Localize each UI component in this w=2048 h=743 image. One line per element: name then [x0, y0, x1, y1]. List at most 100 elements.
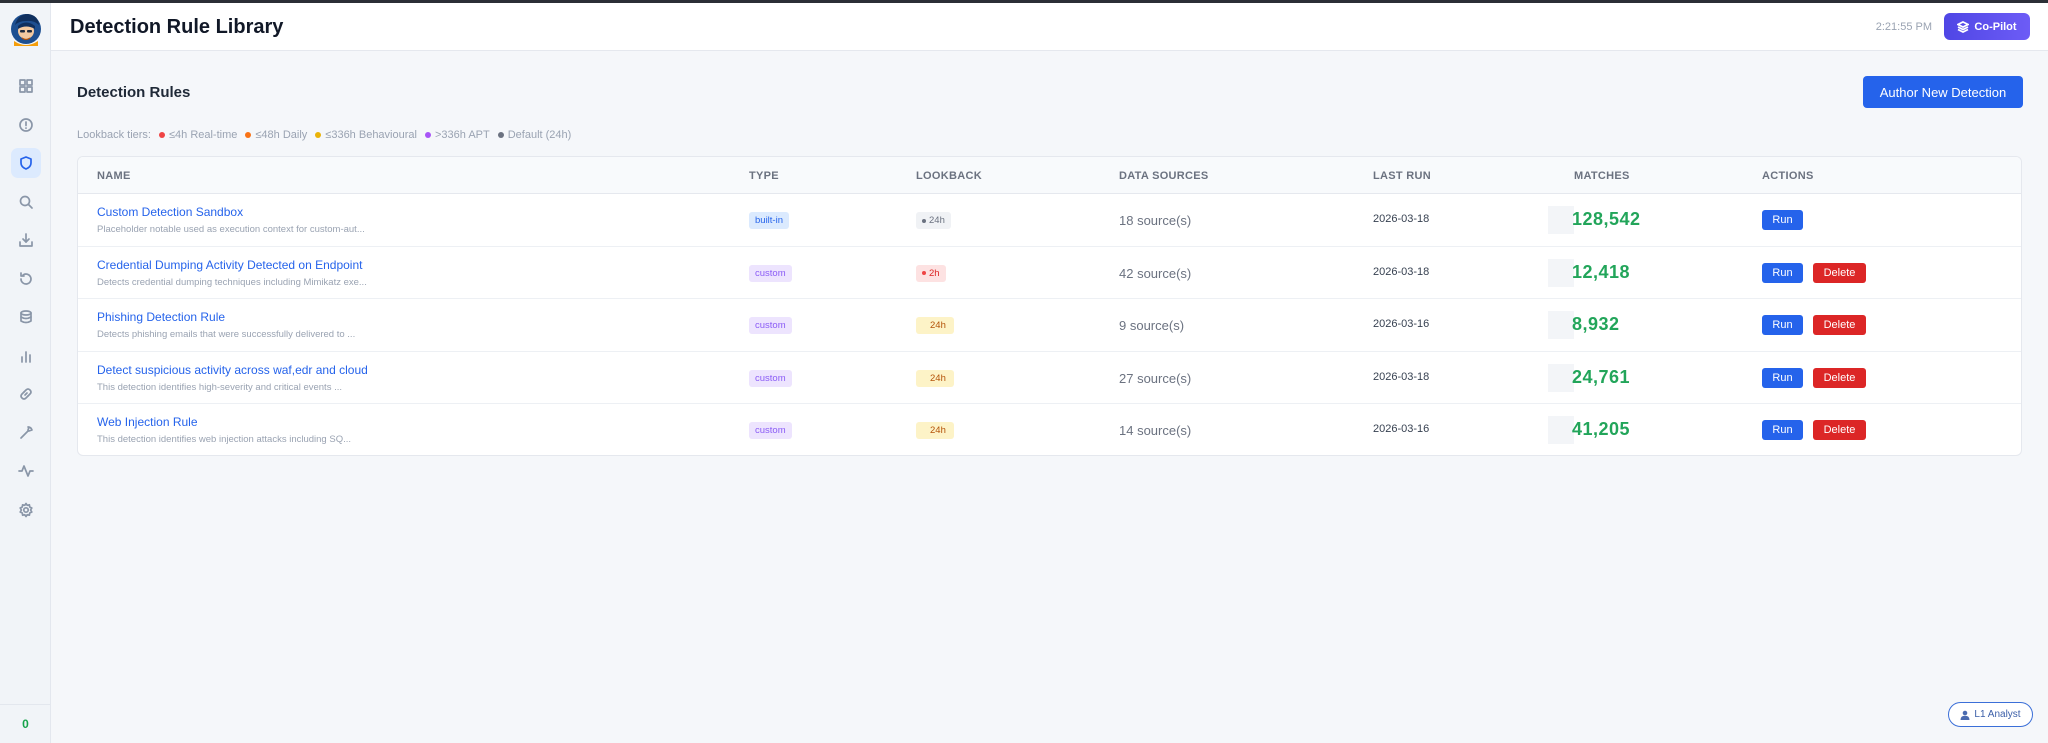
- sidebar-item-integrations[interactable]: [0, 375, 51, 414]
- sidebar-item-tools[interactable]: [0, 414, 51, 453]
- column-header-matches: MATCHES: [1574, 170, 1630, 182]
- matches-count: 41,205: [1572, 419, 1631, 440]
- sidebar-nav: [0, 67, 51, 529]
- section-title: Detection Rules: [77, 84, 191, 101]
- data-sources-count: 42 source(s): [1119, 265, 1192, 281]
- delete-button[interactable]: Delete: [1813, 315, 1866, 336]
- user-icon: [1960, 710, 1970, 720]
- lookback-value: 24h: [929, 215, 945, 226]
- rule-name-link[interactable]: Custom Detection Sandbox: [97, 205, 244, 219]
- run-button[interactable]: Run: [1762, 367, 1803, 388]
- rule-name-link[interactable]: Phishing Detection Rule: [97, 310, 226, 325]
- lookback-value: 24h: [930, 425, 946, 437]
- last-run-date: 2026-03-18: [1373, 370, 1430, 383]
- tier-realtime: ≤4h Real-time: [158, 129, 238, 141]
- matches-count: 128,542: [1572, 209, 1641, 229]
- sidebar: 0: [0, 3, 51, 743]
- type-badge: built-in: [749, 212, 789, 229]
- last-run-date: 2026-03-18: [1373, 265, 1430, 278]
- run-button[interactable]: Run: [1762, 315, 1803, 336]
- gear-icon: [18, 502, 33, 518]
- app-logo[interactable]: [10, 11, 42, 47]
- lookback-value: 2h: [929, 267, 940, 279]
- sidebar-item-detections[interactable]: [0, 144, 51, 183]
- rule-name-link[interactable]: Web Injection Rule: [97, 415, 198, 430]
- run-button[interactable]: Run: [1762, 420, 1803, 441]
- tiers-label: Lookback tiers:: [77, 129, 151, 141]
- lookback-badge: 24h: [916, 422, 954, 440]
- rule-description: This detection identifies high-severity …: [97, 381, 343, 393]
- column-header-actions: ACTIONS: [1762, 170, 1814, 182]
- lookback-dot: [922, 218, 926, 223]
- lookback-badge: 24h: [916, 369, 954, 387]
- sidebar-item-reports[interactable]: [0, 337, 51, 376]
- column-header-type: TYPE: [749, 170, 779, 182]
- lookback-badge: 2h: [916, 264, 946, 282]
- delete-button[interactable]: Delete: [1813, 420, 1866, 441]
- rule-name-link[interactable]: Detect suspicious activity across waf,ed…: [97, 362, 368, 377]
- tier-dot: [158, 132, 165, 138]
- shield-icon: [19, 156, 32, 171]
- sidebar-item-dashboard[interactable]: [0, 67, 51, 106]
- copilot-label: Co-Pilot: [1974, 20, 2017, 33]
- matches-cell: 8,932: [1548, 311, 1778, 340]
- tier-label: >336h APT: [434, 129, 490, 141]
- lookback-badge: 24h: [916, 212, 951, 229]
- data-sources-count: 27 source(s): [1119, 370, 1192, 386]
- type-badge: custom: [749, 264, 792, 282]
- tier-label: ≤4h Real-time: [168, 129, 238, 141]
- last-run-date: 2026-03-16: [1373, 318, 1430, 331]
- type-badge: custom: [749, 317, 792, 335]
- rule-description: Detects phishing emails that were succes…: [97, 329, 356, 341]
- matches-cell: 12,418: [1548, 258, 1778, 287]
- lookback-dot: [922, 271, 926, 276]
- delete-button[interactable]: Delete: [1813, 367, 1866, 388]
- matches-cell: 24,761: [1548, 363, 1778, 392]
- run-button[interactable]: Run: [1762, 210, 1803, 230]
- run-button[interactable]: Run: [1762, 262, 1803, 283]
- table-row: Web Injection Rule This detection identi…: [78, 404, 2021, 455]
- author-new-detection-button[interactable]: Author New Detection: [1863, 76, 2023, 108]
- sidebar-item-alerts[interactable]: [0, 106, 51, 145]
- rule-description: Detects credential dumping techniques in…: [97, 276, 367, 288]
- tier-apt: >336h APT: [424, 129, 490, 141]
- page-title: Detection Rule Library: [70, 16, 284, 38]
- history-icon: [19, 271, 32, 285]
- sidebar-item-data[interactable]: [0, 298, 51, 337]
- sidebar-item-settings[interactable]: [0, 491, 51, 530]
- rule-name-link[interactable]: Credential Dumping Activity Detected on …: [97, 257, 363, 272]
- tier-label: Default (24h): [507, 129, 572, 141]
- tier-behavioural: ≤336h Behavioural: [315, 129, 417, 141]
- sidebar-item-activity[interactable]: [0, 452, 51, 491]
- table-row: Credential Dumping Activity Detected on …: [78, 247, 2021, 300]
- sidebar-item-ingest[interactable]: [0, 221, 51, 260]
- search-icon: [19, 195, 33, 209]
- user-role-button[interactable]: L1 Analyst: [1948, 702, 2033, 727]
- layers-icon: [1957, 20, 1970, 33]
- column-header-data-sources: DATA SOURCES: [1119, 170, 1209, 182]
- tier-daily: ≤48h Daily: [245, 129, 307, 141]
- lookback-value: 24h: [930, 320, 946, 332]
- sidebar-divider: [0, 704, 51, 705]
- matches-count: 8,932: [1572, 314, 1620, 335]
- tier-dot: [315, 132, 322, 138]
- bar-chart-icon: [20, 350, 31, 363]
- detection-rules-table: NAME TYPE LOOKBACK DATA SOURCES LAST RUN…: [77, 156, 2022, 456]
- alert-icon: [18, 117, 33, 132]
- data-sources-count: 14 source(s): [1119, 423, 1192, 439]
- activity-icon: [17, 465, 34, 478]
- link-icon: [19, 388, 32, 401]
- type-badge: custom: [749, 369, 792, 387]
- sidebar-item-history[interactable]: [0, 260, 51, 299]
- download-icon: [18, 233, 33, 248]
- matches-cell: 41,205: [1548, 416, 1778, 445]
- sidebar-item-search[interactable]: [0, 183, 51, 222]
- delete-button[interactable]: Delete: [1813, 262, 1866, 283]
- window-top-border: [0, 0, 2048, 3]
- column-header-last-run: LAST RUN: [1373, 170, 1432, 182]
- rule-description: Placeholder notable used as execution co…: [97, 224, 365, 235]
- lookback-tiers-legend: Lookback tiers: ≤4h Real-time ≤48h Daily…: [77, 129, 571, 141]
- rule-description: This detection identifies web injection …: [97, 434, 351, 446]
- tier-dot: [424, 132, 431, 138]
- copilot-button[interactable]: Co-Pilot: [1944, 13, 2030, 40]
